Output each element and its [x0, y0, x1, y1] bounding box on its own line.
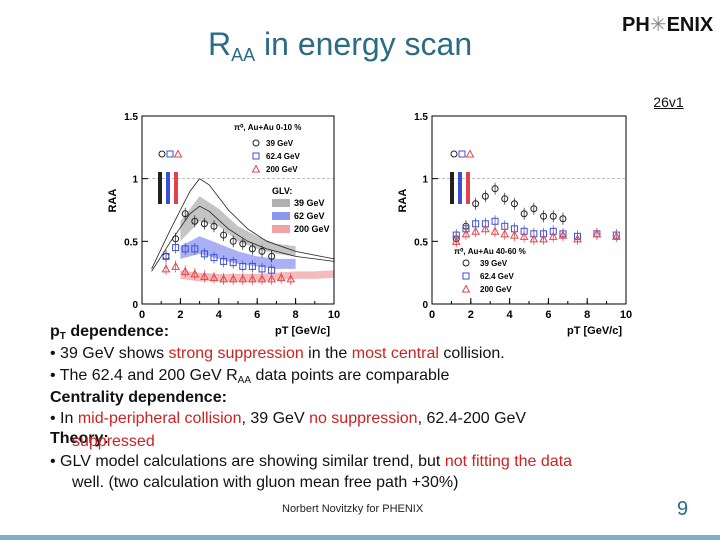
legend-label: 62.4 GeV: [266, 152, 300, 161]
x-tick-label: 2: [468, 309, 474, 321]
bullet-suppressed-continuation: suppressed: [72, 433, 155, 451]
legend-label: 39 GeV: [266, 139, 294, 148]
bullet-glv: • GLV model calculations are showing sim…: [50, 453, 572, 471]
bullet-glv-continuation: well. (two calculation with gluon mean f…: [72, 474, 458, 492]
glv-legend-swatch: [272, 199, 290, 207]
key-bar: [158, 172, 162, 204]
y-tick-label: 1: [422, 175, 428, 186]
x-tick-label: 10: [620, 309, 632, 321]
footer-author: Norbert Novitzky for PHENIX: [282, 503, 423, 515]
y-tick-label: 0: [422, 300, 428, 311]
x-tick-label: 4: [507, 309, 514, 321]
key-bar: [458, 172, 462, 204]
x-tick-label: 6: [254, 309, 260, 321]
x-tick-label: 0: [139, 309, 145, 321]
legend-label: 62.4 GeV: [480, 272, 514, 281]
x-tick-label: 10: [328, 309, 340, 321]
y-axis-title: RAA: [397, 189, 409, 213]
glv-legend-swatch: [272, 212, 290, 220]
y-tick-label: 1.5: [414, 112, 428, 123]
y-tick-label: 0.5: [414, 237, 428, 248]
centrality-dependence-heading: Centrality dependence:: [50, 389, 227, 407]
y-tick-label: 1.5: [124, 112, 138, 123]
chart-annotation: π⁰, Au+Au 40-60 %: [454, 247, 526, 256]
page-number: 9: [677, 498, 688, 521]
raa-plot-central: 0 2 4 6 8 10 0 0.5 1 1.5 pT [GeV/c] RAA π⁰, Au+Au 0-…: [96, 86, 362, 338]
raa-plot-midperipheral: 0 2 4 6 8 10 0 0.5 1 1.5 pT [GeV/c] RAA π⁰, Au+Au 40…: [384, 86, 654, 338]
legend-label: 200 GeV: [266, 165, 298, 174]
chart-annotation: π⁰, Au+Au 0-10 %: [234, 123, 301, 132]
glv-legend-label: 62 GeV: [294, 211, 325, 221]
bullet-39gev: • 39 GeV shows strong suppression in the…: [50, 345, 505, 363]
glv-legend-label: 200 GeV: [294, 224, 330, 234]
x-tick-label: 6: [545, 309, 551, 321]
x-axis-title: pT [GeV/c]: [275, 325, 330, 337]
y-tick-label: 0.5: [124, 237, 138, 248]
bullet-62-200gev: • The 62.4 and 200 GeV RAA data points a…: [50, 367, 449, 386]
bullet-mid-peripheral: • In mid-peripheral collision, 39 GeV no…: [50, 410, 526, 428]
x-tick-label: 8: [293, 309, 299, 321]
y-tick-label: 1: [132, 175, 138, 186]
y-tick-label: 0: [132, 300, 138, 311]
glv-title: GLV:: [272, 186, 292, 196]
footer-rule: [0, 535, 720, 540]
pt-dependence-heading: pT dependence:: [50, 323, 169, 342]
key-bar: [174, 172, 178, 204]
x-tick-label: 8: [584, 309, 590, 321]
x-tick-label: 4: [216, 309, 223, 321]
phoenix-star-icon: ✳: [650, 14, 667, 36]
x-tick-label: 0: [429, 309, 435, 321]
phenix-logo: PH✳ENIX: [622, 12, 713, 37]
y-axis-title: RAA: [107, 189, 119, 213]
legend-label: 200 GeV: [480, 285, 512, 294]
x-axis-title: pT [GeV/c]: [567, 325, 622, 337]
x-tick-label: 2: [177, 309, 183, 321]
legend-label: 39 GeV: [480, 259, 508, 268]
key-bar: [166, 172, 170, 204]
glv-legend-label: 39 GeV: [294, 198, 325, 208]
key-bar: [466, 172, 470, 204]
key-bar: [450, 172, 454, 204]
slide-title: RAA in energy scan: [208, 26, 472, 66]
glv-legend-swatch: [272, 225, 290, 233]
